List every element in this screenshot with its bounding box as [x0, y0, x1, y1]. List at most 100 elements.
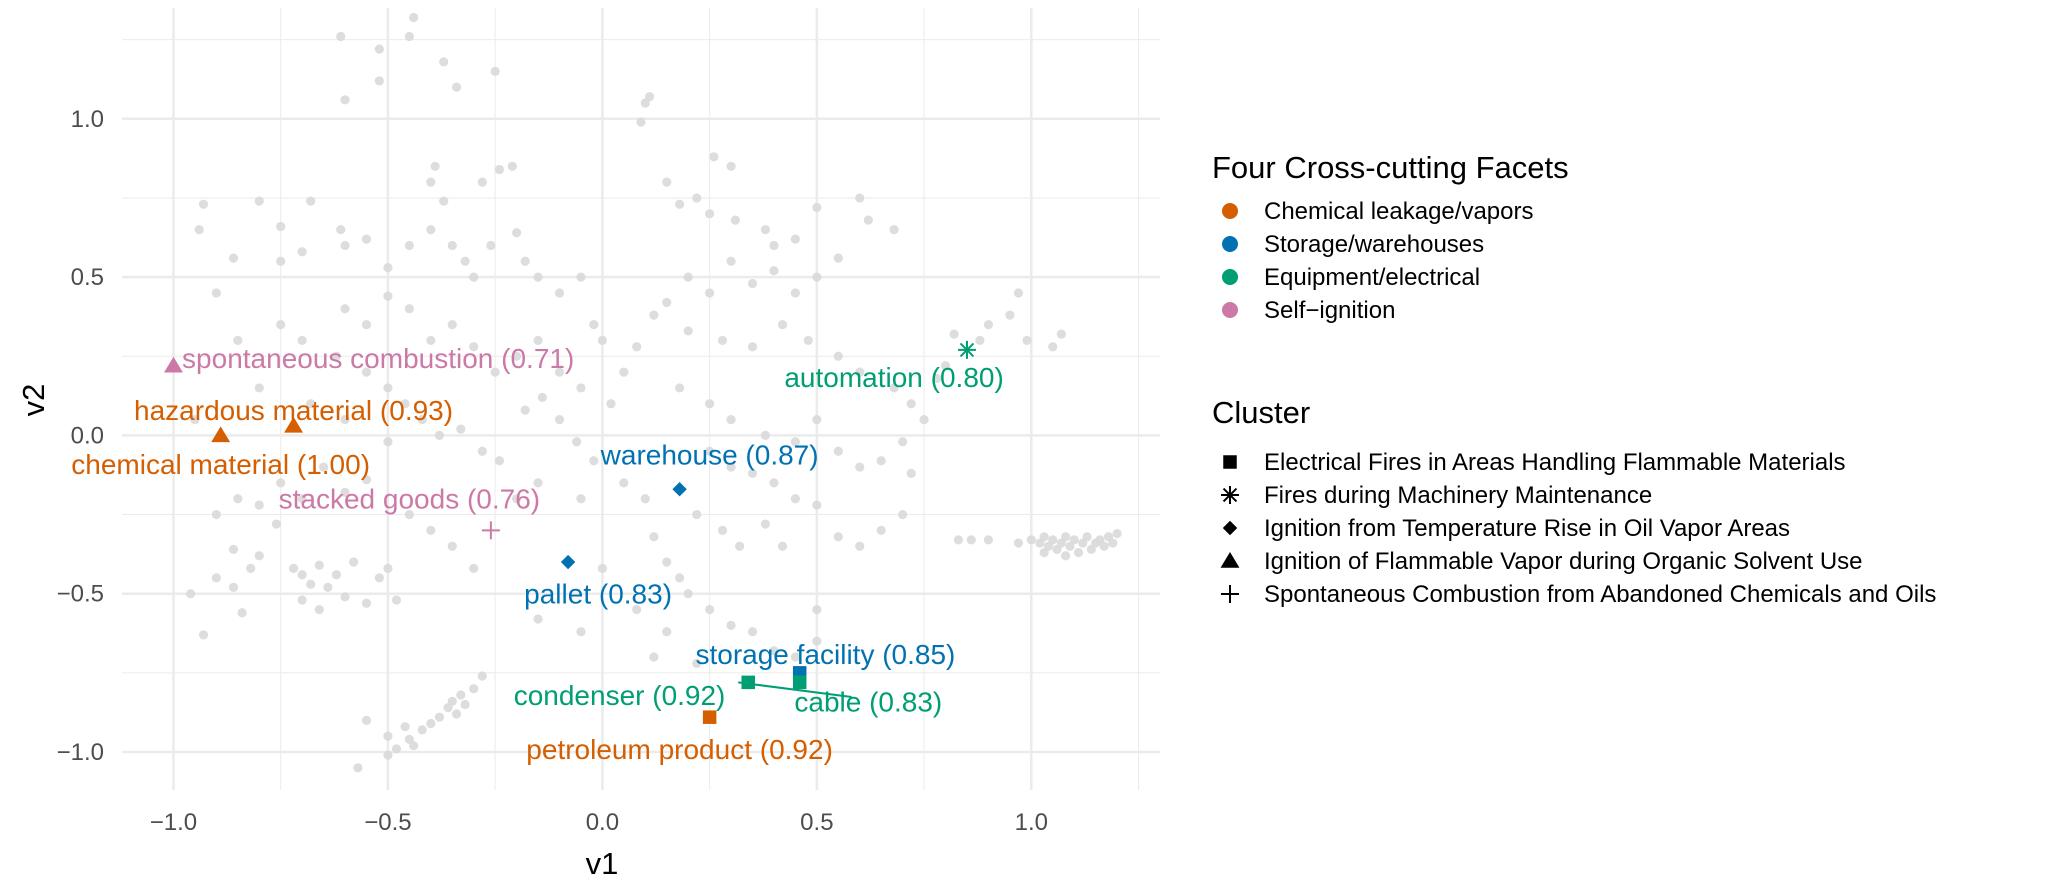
- background-point: [520, 405, 530, 415]
- background-point: [477, 177, 487, 187]
- background-point: [1039, 532, 1049, 542]
- background-point: [906, 399, 916, 409]
- background-point: [726, 620, 736, 630]
- background-point: [447, 541, 457, 551]
- background-point: [640, 494, 650, 504]
- background-point: [735, 541, 745, 551]
- background-point: [186, 589, 196, 599]
- background-point: [760, 225, 770, 235]
- background-point: [692, 658, 702, 668]
- background-point: [288, 563, 299, 573]
- facet-legend-label: Equipment/electrical: [1264, 264, 1480, 291]
- background-point: [1022, 335, 1032, 346]
- background-point: [833, 351, 843, 361]
- background-point: [404, 304, 414, 314]
- cluster-legend-label: Ignition from Temperature Rise in Oil Va…: [1264, 515, 1790, 542]
- background-point: [833, 532, 843, 542]
- background-point: [297, 570, 307, 580]
- background-point: [747, 468, 758, 479]
- background-point: [533, 478, 543, 488]
- background-point: [297, 247, 307, 257]
- background-point: [456, 690, 466, 700]
- point-label: stacked goods (0.76): [279, 484, 541, 515]
- background-point: [790, 288, 801, 298]
- background-point: [790, 437, 801, 447]
- background-point: [790, 652, 801, 662]
- facet-legend-label: Self−ignition: [1264, 297, 1395, 324]
- background-point: [426, 177, 436, 187]
- background-point: [769, 240, 779, 251]
- major-gridlines: [122, 8, 1160, 790]
- y-tick-label: 0.0: [71, 422, 104, 449]
- background-point: [400, 722, 410, 732]
- background-point: [983, 535, 994, 545]
- point-label: automation (0.80): [784, 362, 1003, 393]
- background-point: [692, 509, 702, 520]
- background-point: [1039, 547, 1049, 558]
- background-point: [228, 544, 239, 554]
- background-point: [512, 228, 522, 238]
- background-point: [323, 582, 333, 592]
- background-point: [383, 263, 393, 273]
- background-point: [391, 595, 402, 605]
- facet-legend-swatch: [1222, 203, 1238, 219]
- background-point: [349, 557, 359, 567]
- background-point: [1061, 532, 1071, 542]
- background-point: [1069, 535, 1079, 545]
- background-point: [726, 161, 736, 171]
- background-point: [430, 161, 440, 171]
- background-point: [469, 272, 479, 282]
- highlighted-point: [481, 521, 500, 540]
- background-point: [683, 589, 693, 599]
- background-point: [228, 253, 239, 263]
- x-axis-ticks: −1.0 −0.5 0.0 0.5 1.0: [150, 809, 1048, 836]
- background-point: [833, 253, 843, 263]
- background-point: [554, 288, 565, 298]
- facet-legend-title: Four Cross-cutting Facets: [1212, 150, 1569, 185]
- background-point: [1013, 538, 1024, 548]
- highlighted-point: [560, 554, 576, 570]
- background-point: [863, 215, 873, 225]
- background-point: [855, 462, 865, 472]
- background-point: [336, 31, 346, 42]
- background-point: [353, 763, 363, 773]
- background-point: [533, 614, 543, 624]
- background-point: [512, 494, 522, 504]
- point-label: cable (0.83): [794, 686, 942, 717]
- background-point: [803, 335, 813, 346]
- background-point: [692, 193, 702, 203]
- point-label: pallet (0.83): [524, 579, 672, 610]
- background-point: [1099, 541, 1109, 551]
- background-point: [662, 557, 672, 567]
- background-point: [1013, 288, 1024, 298]
- background-point: [760, 519, 770, 529]
- background-point: [649, 532, 659, 542]
- background-point: [940, 361, 951, 371]
- background-point: [709, 152, 719, 162]
- background-point: [576, 383, 586, 393]
- background-point: [975, 335, 985, 346]
- background-point: [777, 541, 788, 551]
- background-point: [383, 731, 393, 741]
- highlighted-point: [741, 675, 755, 690]
- background-point: [855, 193, 865, 203]
- background-point: [589, 319, 599, 330]
- background-point: [576, 272, 586, 282]
- background-point: [983, 319, 994, 330]
- background-point: [374, 44, 384, 54]
- background-point: [447, 696, 457, 706]
- background-point: [469, 342, 479, 352]
- facet-legend-label: Chemical leakage/vapors: [1264, 198, 1533, 225]
- background-point: [276, 256, 286, 266]
- background-point: [760, 430, 770, 441]
- background-point: [747, 342, 758, 352]
- facet-legend-swatch: [1222, 236, 1238, 252]
- background-point: [632, 342, 642, 352]
- cluster-legend-key: [1221, 585, 1239, 603]
- background-point: [198, 630, 209, 640]
- highlighted-point: [672, 482, 687, 497]
- y-tick-label: 1.0: [71, 106, 104, 133]
- background-point: [726, 462, 736, 472]
- background-point: [1108, 538, 1118, 548]
- background-point: [889, 383, 899, 393]
